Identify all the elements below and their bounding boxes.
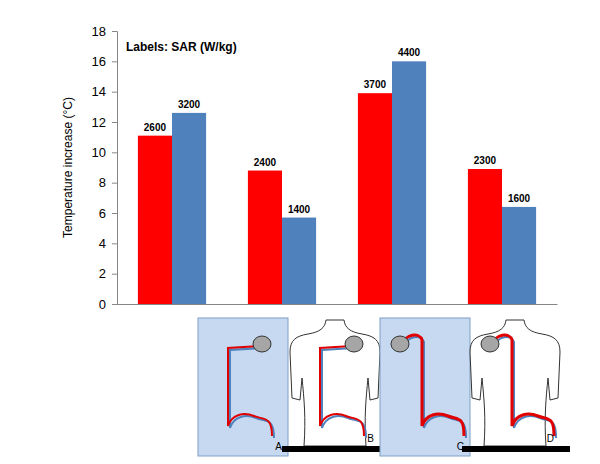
lead bbox=[322, 348, 366, 438]
sar-label: 3700 bbox=[364, 79, 387, 90]
bar bbox=[172, 113, 206, 304]
lead bbox=[496, 337, 556, 438]
y-tick-label: 6 bbox=[99, 206, 106, 221]
bar bbox=[358, 93, 392, 304]
device bbox=[391, 336, 409, 352]
body-outline bbox=[470, 320, 560, 446]
category-label: B bbox=[367, 433, 374, 444]
y-axis-line bbox=[112, 32, 118, 305]
table bbox=[282, 446, 390, 452]
y-tick-mark bbox=[112, 152, 117, 153]
y-tick-mark bbox=[112, 243, 117, 244]
lead bbox=[494, 335, 554, 436]
y-tick-label: 14 bbox=[92, 84, 106, 99]
panel: D bbox=[462, 320, 570, 452]
bar bbox=[392, 61, 426, 304]
device bbox=[345, 336, 363, 352]
y-tick: 8 bbox=[99, 175, 117, 190]
body-outline bbox=[290, 320, 380, 446]
y-tick-mark bbox=[112, 31, 117, 32]
y-tick: 12 bbox=[92, 115, 117, 130]
y-tick-label: 8 bbox=[99, 175, 106, 190]
x-axis-line bbox=[118, 304, 558, 305]
y-tick-mark bbox=[112, 61, 117, 62]
bar bbox=[468, 169, 502, 304]
sar-label: 2600 bbox=[144, 122, 167, 133]
y-tick-mark bbox=[112, 92, 117, 93]
y-tick: 18 bbox=[92, 24, 117, 39]
y-tick-label: 10 bbox=[92, 145, 106, 160]
y-tick: 6 bbox=[99, 206, 117, 221]
sar-label: 1600 bbox=[508, 193, 531, 204]
sar-label: 2300 bbox=[474, 155, 497, 166]
y-tick-label: 4 bbox=[99, 236, 106, 251]
y-tick: 14 bbox=[92, 84, 117, 99]
lead bbox=[404, 335, 464, 436]
y-tick: 10 bbox=[92, 145, 117, 160]
sar-label: 1400 bbox=[288, 204, 311, 215]
y-tick: 16 bbox=[92, 54, 117, 69]
y-axis: 0 2 4 6 8 10 12 14 16 18 bbox=[92, 24, 118, 312]
y-tick-label: 0 bbox=[99, 297, 106, 312]
y-tick-label: 18 bbox=[92, 24, 106, 39]
panel-background bbox=[198, 318, 288, 456]
category-label: D bbox=[547, 433, 554, 444]
category-label: A bbox=[275, 441, 282, 452]
panel: A bbox=[198, 318, 288, 456]
y-tick-mark bbox=[112, 274, 117, 275]
sar-label: 2400 bbox=[254, 157, 277, 168]
sar-label: 4400 bbox=[398, 47, 421, 58]
y-tick-label: 16 bbox=[92, 54, 106, 69]
panel-background bbox=[380, 318, 470, 456]
lead bbox=[406, 337, 466, 438]
panel: B bbox=[282, 320, 390, 452]
bar bbox=[248, 171, 282, 304]
y-tick: 4 bbox=[99, 236, 117, 251]
device bbox=[253, 336, 271, 352]
sar-labels: 2600 2400 3700 2300 3200 1400 4400 1600 bbox=[144, 47, 531, 214]
y-tick-mark bbox=[112, 183, 117, 184]
annotation: Labels: SAR (W/kg) bbox=[126, 40, 237, 54]
y-tick: 2 bbox=[99, 266, 117, 281]
device bbox=[481, 336, 499, 352]
table bbox=[462, 446, 570, 452]
y-tick-mark bbox=[112, 122, 117, 123]
bars bbox=[138, 61, 536, 304]
panels: A BC D bbox=[198, 318, 570, 456]
lead bbox=[230, 348, 274, 438]
y-tick-label: 12 bbox=[92, 115, 106, 130]
lead bbox=[228, 346, 272, 436]
bar bbox=[138, 136, 172, 304]
y-tick-label: 2 bbox=[99, 266, 106, 281]
x-axis bbox=[118, 304, 558, 305]
lead bbox=[320, 346, 364, 436]
bar bbox=[502, 207, 536, 304]
chart: 0 2 4 6 8 10 12 14 16 18 Temperature increase (°C)… bbox=[0, 0, 600, 464]
y-tick-mark bbox=[112, 213, 117, 214]
bar bbox=[282, 218, 316, 304]
sar-label: 3200 bbox=[178, 99, 201, 110]
y-tick-mark bbox=[112, 304, 117, 305]
y-axis-title: Temperature increase (°C) bbox=[61, 97, 75, 238]
y-tick: 0 bbox=[99, 297, 117, 312]
panel: C bbox=[380, 318, 470, 456]
